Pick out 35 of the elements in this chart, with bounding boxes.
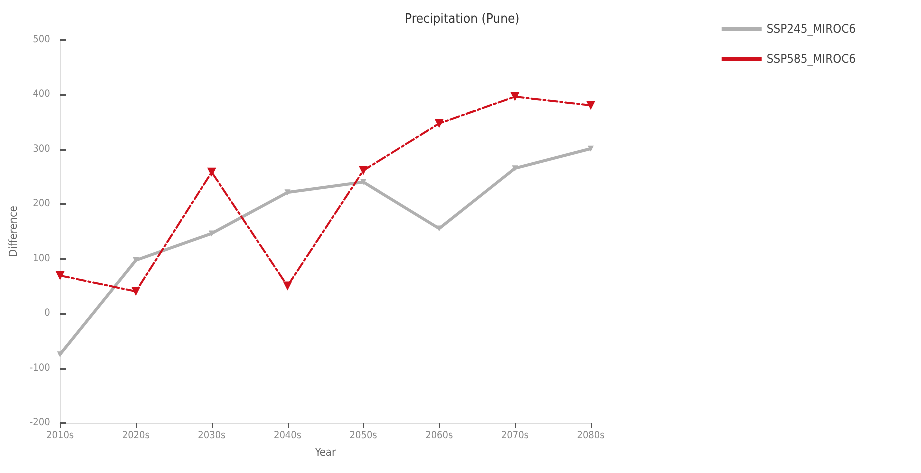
point bbox=[133, 258, 140, 264]
y-tick-label: 400 bbox=[33, 89, 51, 100]
point bbox=[359, 166, 368, 176]
y-tick-label: 100 bbox=[33, 253, 51, 264]
y-axis-title: Difference bbox=[7, 206, 20, 257]
y-tick-label: 0 bbox=[44, 308, 51, 320]
x-tick-label: 2020s bbox=[122, 430, 150, 442]
point bbox=[283, 282, 292, 291]
point bbox=[434, 119, 444, 128]
x-tick-label: 2040s bbox=[274, 430, 302, 442]
point bbox=[510, 92, 520, 102]
point bbox=[56, 271, 65, 280]
point bbox=[586, 101, 596, 110]
x-tick-label: 2050s bbox=[350, 430, 378, 442]
x-tick-label: 2010s bbox=[46, 430, 74, 442]
chart-title: Precipitation (Pune) bbox=[405, 12, 520, 27]
x-axis-title: Year bbox=[314, 446, 337, 459]
y-tick-label: 200 bbox=[33, 198, 51, 210]
x-tick-label: 2060s bbox=[426, 430, 454, 442]
point bbox=[512, 166, 518, 172]
point bbox=[588, 146, 594, 152]
y-tick-label: -100 bbox=[30, 362, 51, 374]
y-tick-label: 300 bbox=[33, 144, 51, 155]
y-tick-label: -200 bbox=[30, 418, 51, 428]
y-tick-label: 500 bbox=[33, 34, 51, 46]
point bbox=[132, 287, 141, 296]
point bbox=[207, 168, 216, 177]
point bbox=[208, 230, 215, 237]
point bbox=[360, 179, 367, 186]
legend-label: SSP245_MIROC6 bbox=[766, 22, 856, 36]
x-tick-label: 2070s bbox=[501, 430, 530, 442]
point bbox=[284, 190, 291, 196]
legend-label: SSP585_MIROC6 bbox=[766, 52, 856, 66]
x-tick-label: 2030s bbox=[198, 430, 226, 442]
x-tick-label: 2080s bbox=[577, 430, 606, 442]
